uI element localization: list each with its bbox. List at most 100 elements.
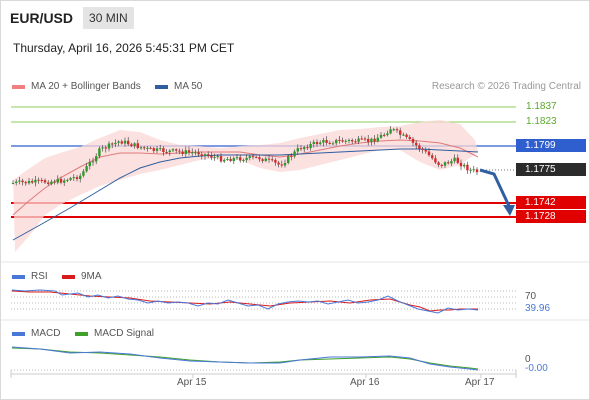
support-2-tag: 1.1728 xyxy=(516,210,586,223)
legend-swatch-ma20 xyxy=(12,84,25,89)
candle-body xyxy=(111,143,114,145)
candle-body xyxy=(114,142,117,145)
candle-body xyxy=(296,148,299,152)
forecast-arrow-head xyxy=(503,205,515,216)
rsi-9ma-line xyxy=(11,290,478,312)
candle-body xyxy=(267,158,271,160)
ma50-line xyxy=(12,148,479,241)
x-axis-label-apr15: Apr 15 xyxy=(177,377,207,388)
candle-body xyxy=(258,157,261,160)
macd-signal-line xyxy=(11,347,479,370)
legend-label-9ma: 9MA xyxy=(81,271,102,282)
bollinger-band-area xyxy=(13,120,478,252)
candle-body xyxy=(383,134,386,136)
candle-body xyxy=(421,148,424,151)
candle-body xyxy=(69,178,72,180)
rsi-value: 39.96 xyxy=(525,303,551,314)
legend-macd: MACD xyxy=(12,328,60,339)
candle-body xyxy=(338,139,341,141)
candle-body xyxy=(136,143,139,148)
candle-body xyxy=(251,156,255,158)
candle-body xyxy=(370,138,373,142)
candle-body xyxy=(91,161,95,163)
candle-body xyxy=(431,155,434,159)
candle-body xyxy=(373,138,376,142)
candle-body xyxy=(363,138,367,140)
candle-body xyxy=(367,138,370,142)
candle-body xyxy=(53,181,56,183)
candle-body xyxy=(229,158,232,162)
candle-body xyxy=(43,180,47,183)
candle-body xyxy=(104,147,107,149)
candle-body xyxy=(59,178,63,183)
candle-body xyxy=(443,162,447,166)
candle-body xyxy=(15,181,18,183)
candle-body xyxy=(239,157,242,161)
candle-body xyxy=(162,148,165,152)
candle-body xyxy=(472,169,475,171)
candle-body xyxy=(66,179,69,181)
legend-label-ma50: MA 50 xyxy=(174,81,203,92)
candle-body xyxy=(21,180,24,183)
candle-body xyxy=(459,162,463,167)
x-axis-label-apr17: Apr 17 xyxy=(465,377,495,388)
candle-body xyxy=(120,141,123,144)
legend-rsi-9ma: 9MA xyxy=(62,271,102,282)
candle-body xyxy=(434,158,437,163)
legend-label-macd: MACD xyxy=(31,328,61,339)
candle-body xyxy=(79,175,82,180)
candle-body xyxy=(168,150,171,153)
candle-body xyxy=(424,150,427,152)
candle-body xyxy=(411,138,415,143)
candle-body xyxy=(293,151,296,157)
candle-body xyxy=(175,149,178,151)
candle-body xyxy=(456,157,459,163)
legend-swatch-9ma xyxy=(62,274,75,279)
candle-body xyxy=(440,164,443,166)
candle-body xyxy=(75,177,79,180)
timeframe-button[interactable]: 30 MIN xyxy=(83,7,134,29)
legend-ma20-bollinger: MA 20 + Bollinger Bands xyxy=(12,81,141,92)
candle-body xyxy=(127,140,130,145)
candle-body xyxy=(386,133,389,136)
candle-body xyxy=(117,141,120,143)
legend-ma50: MA 50 xyxy=(155,81,202,92)
candle-body xyxy=(309,143,312,149)
macd-zero-label: 0 xyxy=(525,354,531,365)
candle-body xyxy=(341,140,344,142)
candle-body xyxy=(303,147,306,150)
candle-body xyxy=(187,150,191,153)
candle-body xyxy=(40,180,43,182)
legend-swatch-rsi xyxy=(12,274,25,279)
candle-body xyxy=(191,152,194,154)
candle-body xyxy=(152,148,155,151)
candle-body xyxy=(447,162,450,164)
candle-body xyxy=(290,155,293,157)
rsi-70-label: 70 xyxy=(525,291,537,302)
resistance-2-value: 1.1837 xyxy=(526,101,557,112)
ma20-line xyxy=(12,139,479,216)
legend-label-macd-signal: MACD Signal xyxy=(94,328,155,339)
candle-body xyxy=(264,158,267,161)
candle-body xyxy=(344,140,347,142)
candle-body xyxy=(123,140,127,144)
candle-body xyxy=(85,166,88,172)
candle-body xyxy=(376,137,379,142)
candle-body xyxy=(415,142,418,146)
candle-body xyxy=(24,182,27,184)
candle-body xyxy=(408,137,411,139)
candle-body xyxy=(149,147,152,149)
candle-body xyxy=(194,152,197,154)
candle-body xyxy=(351,140,354,142)
candle-body xyxy=(184,150,187,154)
candle-body xyxy=(143,147,146,149)
legend-label-ma20: MA 20 + Bollinger Bands xyxy=(31,81,141,92)
candle-body xyxy=(50,181,53,184)
candle-body xyxy=(200,154,203,156)
candle-body xyxy=(178,150,181,152)
candle-body xyxy=(165,151,168,153)
candle-body xyxy=(280,164,283,166)
candle-body xyxy=(56,178,59,183)
candle-body xyxy=(328,142,331,144)
candle-body xyxy=(331,143,335,145)
